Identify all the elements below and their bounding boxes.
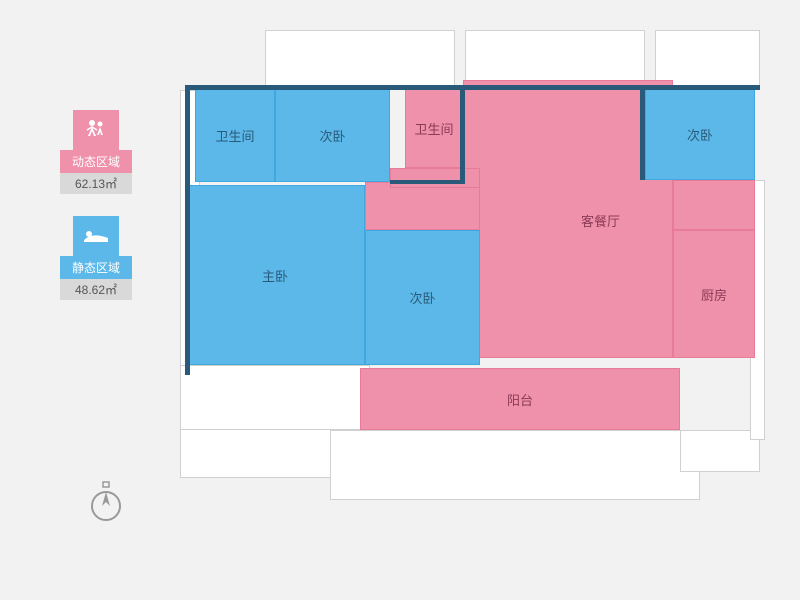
room-right1 xyxy=(673,180,755,230)
room-label: 卫生间 xyxy=(215,126,254,145)
legend-static: 静态区域 48.62㎡ xyxy=(60,216,132,300)
wall xyxy=(390,180,465,184)
room-bath1: 卫生间 xyxy=(195,88,275,182)
room-hall2 xyxy=(390,168,480,188)
room-label: 客餐厅 xyxy=(581,211,620,230)
room-kitchen: 厨房 xyxy=(673,230,755,358)
room-label: 次卧 xyxy=(319,126,345,145)
legend: 动态区域 62.13㎡ 静态区域 48.62㎡ xyxy=(60,110,132,322)
legend-static-label: 静态区域 xyxy=(60,256,132,279)
legend-dynamic-label: 动态区域 xyxy=(60,150,132,173)
floor-slab xyxy=(330,430,700,500)
room-bed2a: 次卧 xyxy=(275,88,390,182)
wall xyxy=(460,85,465,180)
legend-dynamic-value: 62.13㎡ xyxy=(60,173,132,194)
floorplan: 卫生间次卧卫生间客餐厅次卧主卧次卧厨房阳台 xyxy=(180,30,770,510)
room-bed2b: 次卧 xyxy=(645,88,755,180)
floor-slab xyxy=(680,430,760,472)
floor-slab xyxy=(180,365,370,430)
legend-dynamic: 动态区域 62.13㎡ xyxy=(60,110,132,194)
compass-icon xyxy=(88,480,124,529)
room-balcony: 阳台 xyxy=(360,368,680,430)
sleep-icon xyxy=(73,216,119,256)
room-hall xyxy=(365,182,480,230)
room-label: 厨房 xyxy=(701,285,727,304)
room-bed2c: 次卧 xyxy=(365,230,480,365)
wall xyxy=(185,85,190,375)
floor-slab xyxy=(465,30,645,82)
people-icon xyxy=(73,110,119,150)
wall xyxy=(185,85,760,90)
floor-slab xyxy=(265,30,455,90)
room-label: 阳台 xyxy=(507,390,533,409)
room-master: 主卧 xyxy=(185,185,365,365)
room-label: 主卧 xyxy=(262,266,288,285)
wall xyxy=(640,85,645,180)
room-label: 次卧 xyxy=(409,288,435,307)
room-bath2: 卫生间 xyxy=(405,88,463,168)
room-label: 卫生间 xyxy=(414,119,453,138)
room-label: 次卧 xyxy=(687,125,713,144)
legend-static-value: 48.62㎡ xyxy=(60,279,132,300)
